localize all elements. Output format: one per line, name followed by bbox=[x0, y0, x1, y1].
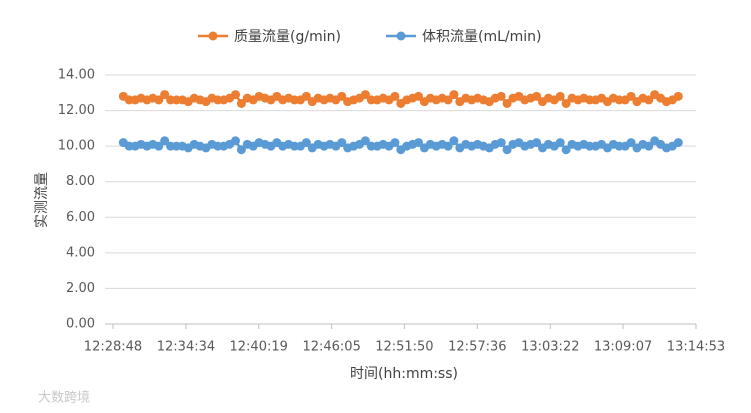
data-point bbox=[337, 91, 347, 101]
data-point bbox=[561, 98, 571, 108]
data-point bbox=[443, 141, 453, 151]
data-point bbox=[414, 91, 424, 101]
y-tick-label: 10.00 bbox=[58, 139, 95, 154]
data-point bbox=[673, 91, 683, 101]
x-tick-label: 12:34:34 bbox=[157, 340, 215, 355]
data-point bbox=[154, 95, 164, 105]
y-axis-label: 实测流量 bbox=[34, 172, 50, 228]
y-tick-label: 4.00 bbox=[66, 245, 95, 260]
data-point bbox=[644, 141, 654, 151]
data-point bbox=[449, 136, 459, 146]
data-point bbox=[236, 98, 246, 108]
data-point bbox=[555, 91, 565, 101]
data-point bbox=[160, 136, 170, 146]
data-point bbox=[502, 98, 512, 108]
data-point bbox=[301, 91, 311, 101]
legend-label: 体积流量(mL/min) bbox=[422, 29, 541, 45]
x-axis-label: 时间(hh:mm:ss) bbox=[350, 366, 458, 382]
data-point bbox=[561, 145, 571, 155]
data-point bbox=[360, 136, 370, 146]
data-point bbox=[644, 95, 654, 105]
y-tick-label: 2.00 bbox=[66, 281, 95, 296]
data-point bbox=[160, 90, 170, 100]
data-point bbox=[626, 138, 636, 148]
x-tick-label: 13:14:53 bbox=[667, 340, 725, 355]
x-tick-label: 12:40:19 bbox=[230, 340, 288, 355]
data-point bbox=[626, 91, 636, 101]
data-point bbox=[154, 141, 164, 151]
y-tick-label: 8.00 bbox=[66, 174, 95, 189]
data-point bbox=[532, 91, 542, 101]
data-point bbox=[532, 138, 542, 148]
y-tick-label: 14.00 bbox=[58, 68, 95, 83]
data-point bbox=[555, 138, 565, 148]
x-tick-label: 12:28:48 bbox=[84, 340, 142, 355]
data-point bbox=[449, 90, 459, 100]
data-point bbox=[236, 145, 246, 155]
legend-marker bbox=[396, 31, 406, 41]
x-tick-label: 12:57:36 bbox=[448, 340, 506, 355]
x-tick-label: 13:03:22 bbox=[521, 340, 579, 355]
y-tick-label: 12.00 bbox=[58, 103, 95, 118]
legend-label: 质量流量(g/min) bbox=[234, 29, 341, 45]
data-point bbox=[390, 138, 400, 148]
data-point bbox=[414, 138, 424, 148]
legend-marker bbox=[208, 31, 218, 41]
data-point bbox=[337, 138, 347, 148]
y-tick-label: 6.00 bbox=[66, 210, 95, 225]
data-point bbox=[231, 90, 241, 100]
data-point bbox=[301, 138, 311, 148]
data-point bbox=[443, 95, 453, 105]
data-point bbox=[360, 90, 370, 100]
watermark: 大数跨境 bbox=[38, 391, 90, 406]
y-tick-label: 0.00 bbox=[66, 317, 95, 332]
x-tick-label: 12:46:05 bbox=[302, 340, 360, 355]
data-point bbox=[496, 138, 506, 148]
data-point bbox=[496, 91, 506, 101]
data-point bbox=[502, 145, 512, 155]
x-tick-label: 13:09:07 bbox=[594, 340, 652, 355]
data-point bbox=[231, 136, 241, 146]
x-tick-label: 12:51:50 bbox=[375, 340, 433, 355]
data-point bbox=[673, 138, 683, 148]
data-point bbox=[390, 91, 400, 101]
